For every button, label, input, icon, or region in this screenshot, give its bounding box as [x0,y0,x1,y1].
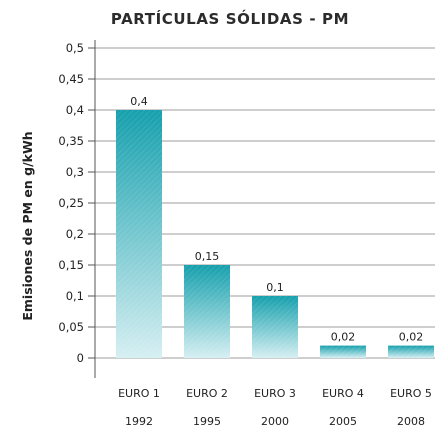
y-tick-label: 0,1 [66,289,84,303]
y-axis-ticks: 0 0,05 0,1 0,15 0,2 0,25 0,3 0,35 0,4 0,45 0,5 [58,41,95,365]
chart-title: PARTÍCULAS SÓLIDAS - PM [111,9,349,28]
y-tick-label: 0,25 [58,196,84,210]
x-category-label: EURO 1 [118,387,160,400]
data-label: 0,02 [399,331,424,344]
value-labels: 0,4 0,15 0,1 0,02 0,02 [130,95,423,344]
y-axis-label: Emisiones de PM en g/kWh [20,131,35,320]
data-label: 0,4 [130,95,148,108]
x-category-label: EURO 5 [390,387,432,400]
bar-texture [184,265,230,358]
data-label: 0,02 [331,331,356,344]
x-year-label: 1995 [193,415,221,428]
bar-texture [116,110,162,358]
x-category-label: EURO 4 [322,387,364,400]
y-tick-label: 0,4 [66,103,84,117]
y-tick-label: 0,45 [58,72,84,86]
bars [116,110,434,358]
y-tick-label: 0,15 [58,258,84,272]
x-category-label: EURO 3 [254,387,296,400]
y-tick-label: 0,2 [66,227,84,241]
bar-texture [320,345,366,358]
x-year-label: 2000 [261,415,289,428]
data-label: 0,15 [195,250,220,263]
x-axis-categories: EURO 1 1992 EURO 2 1995 EURO 3 2000 EURO 4 2005… [118,387,432,428]
y-tick-label: 0,35 [58,134,84,148]
y-tick-label: 0,3 [66,165,84,179]
x-category-label: EURO 2 [186,387,228,400]
x-year-label: 2005 [329,415,357,428]
y-tick-label: 0 [77,351,84,365]
y-tick-label: 0,05 [58,320,84,334]
x-year-label: 2008 [397,415,425,428]
x-year-label: 1992 [125,415,153,428]
bar-texture [252,296,298,358]
data-label: 0,1 [266,281,284,294]
bar-texture [388,345,434,358]
y-tick-label: 0,5 [66,41,84,55]
